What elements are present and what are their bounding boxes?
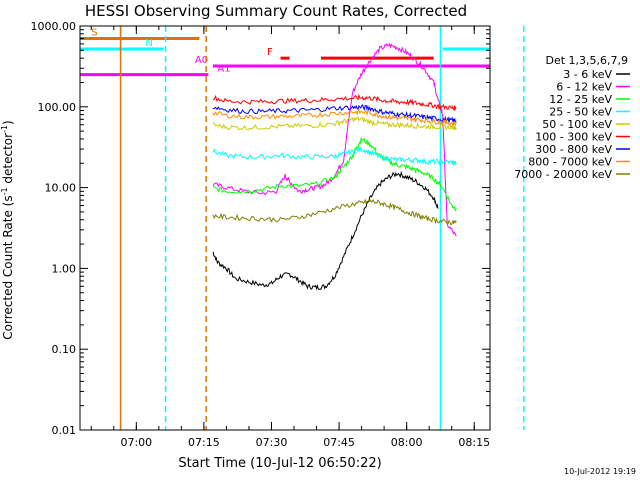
plot-frame (79, 25, 491, 431)
legend-entry-label: 100 - 300 keV (535, 131, 612, 144)
vertical-markers-group (119, 26, 525, 430)
x-axis-label: Start Time (10-Jul-12 06:50:22) (178, 456, 381, 471)
series-line (212, 42, 457, 237)
series-line (212, 108, 457, 127)
legend-entry-label: 7000 - 20000 keV (514, 168, 612, 181)
x-tick-label: 07:30 (256, 436, 288, 449)
legend-title: Det 1,3,5,6,7,9 (545, 54, 628, 67)
legend-entry-label: 3 - 6 keV (563, 68, 612, 81)
legend-entry-label: 6 - 12 keV (556, 81, 612, 94)
status-line-label: A1 (217, 64, 230, 75)
series-line (212, 104, 457, 124)
x-tick-label: 07:00 (120, 436, 152, 449)
y-axis: 1000.00 100.00 10.00 1.00 0.10 0.01 (31, 20, 490, 437)
status-line-label: S (91, 28, 97, 39)
legend-entry-label: 12 - 25 keV (549, 93, 612, 106)
chart-title: HESSI Observing Summary Count Rates, Cor… (85, 2, 467, 20)
series-line (212, 170, 439, 291)
x-tick-label: 08:15 (458, 436, 490, 449)
y-axis-label-sup: -1 (0, 187, 9, 195)
status-line-label: N (145, 38, 152, 49)
status-line-label: F (267, 47, 273, 58)
legend-entry-label: 300 - 800 keV (535, 143, 612, 156)
x-tick-label: 07:15 (188, 436, 220, 449)
y-axis-label-tail: detector (1, 133, 15, 188)
legend-entry-label: 800 - 7000 keV (528, 156, 612, 169)
y-tick-label: 10.00 (45, 182, 77, 195)
series-group (212, 42, 457, 291)
y-axis-label-close: ) (1, 120, 15, 125)
status-line-label: A0 (195, 55, 208, 66)
y-tick-label: 0.01 (52, 424, 77, 437)
x-axis: 07:00 07:15 07:30 07:45 08:00 08:15 (90, 26, 490, 449)
series-line (212, 137, 457, 212)
y-tick-label: 1000.00 (31, 20, 77, 33)
series-line (212, 147, 457, 167)
y-tick-label: 1.00 (52, 262, 77, 275)
y-tick-label: 0.10 (52, 343, 77, 356)
y-axis-label-main: Corrected Count Rate (s (1, 195, 15, 339)
x-tick-label: 08:00 (391, 436, 423, 449)
legend-entry-label: 50 - 100 keV (542, 118, 612, 131)
legend-entry-label: 25 - 50 keV (549, 106, 612, 119)
series-line (212, 198, 457, 226)
y-axis-label: Corrected Count Rate (s-1 detector-1) (0, 120, 15, 339)
x-tick-label: 07:45 (323, 436, 355, 449)
y-tick-label: 100.00 (38, 101, 77, 114)
status-lines-group: S N A0 A1 F (80, 28, 490, 77)
series-line (212, 93, 457, 111)
series-line (212, 116, 457, 131)
timestamp-label: 10-Jul-2012 19:19 (564, 467, 636, 476)
y-axis-label-sup2: -1 (0, 125, 9, 133)
